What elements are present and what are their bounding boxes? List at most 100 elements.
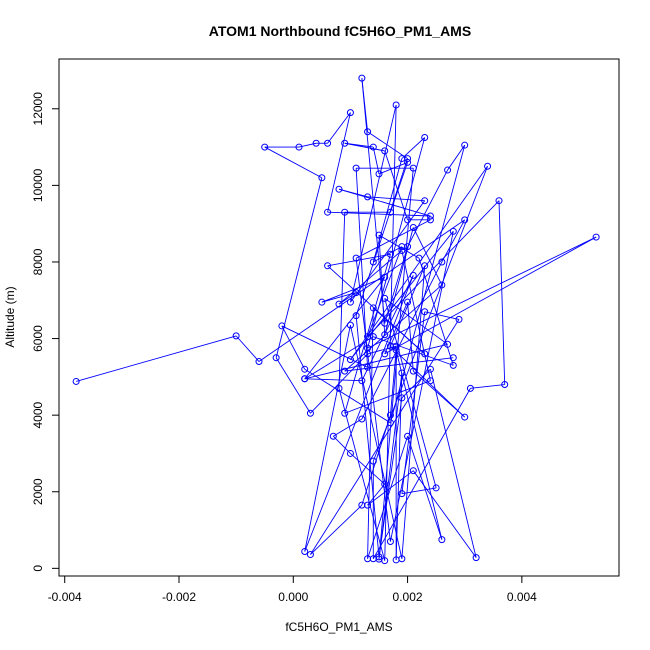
data-point bbox=[306, 409, 314, 417]
series-segment bbox=[350, 200, 426, 303]
series-segment bbox=[338, 388, 386, 561]
data-point bbox=[358, 377, 366, 385]
data-point bbox=[318, 298, 326, 306]
series-segment bbox=[327, 112, 351, 144]
data-point bbox=[369, 143, 377, 151]
series-segment bbox=[395, 373, 403, 560]
data-point bbox=[381, 294, 389, 302]
data-point bbox=[381, 319, 389, 327]
series-segment bbox=[412, 470, 477, 558]
data-point bbox=[592, 233, 600, 241]
data-point bbox=[404, 298, 412, 306]
series-segment bbox=[258, 219, 465, 362]
data-point bbox=[426, 216, 434, 224]
data-point bbox=[381, 480, 389, 488]
data-layer bbox=[72, 74, 600, 565]
series-segment bbox=[344, 284, 443, 372]
data-point bbox=[364, 555, 372, 563]
data-point bbox=[398, 155, 406, 163]
data-point bbox=[329, 432, 337, 440]
x-tick-label: 0.000 bbox=[278, 590, 308, 604]
series-segment bbox=[338, 250, 403, 305]
data-point bbox=[369, 304, 377, 312]
data-point bbox=[386, 538, 394, 546]
series-segment bbox=[304, 378, 362, 382]
data-point bbox=[72, 377, 80, 385]
series-segment bbox=[401, 250, 431, 381]
series-segment bbox=[384, 298, 437, 489]
data-point bbox=[352, 254, 360, 262]
data-point bbox=[312, 139, 320, 147]
data-point bbox=[392, 101, 400, 109]
data-point bbox=[461, 141, 469, 149]
series-segment bbox=[355, 315, 380, 557]
data-point bbox=[369, 258, 377, 266]
series-segment bbox=[344, 380, 431, 414]
y-tick-label: 0 bbox=[31, 565, 45, 572]
series-segment bbox=[367, 131, 408, 159]
data-point bbox=[346, 109, 354, 117]
data-point bbox=[341, 409, 349, 417]
series-segment bbox=[350, 453, 386, 485]
data-point bbox=[346, 321, 354, 329]
data-point bbox=[358, 501, 366, 509]
series-segment bbox=[384, 150, 408, 220]
y-tick-label: 4000 bbox=[31, 401, 45, 428]
series-segment bbox=[367, 436, 408, 559]
data-point bbox=[398, 394, 406, 402]
data-point bbox=[369, 333, 377, 341]
series-segment bbox=[304, 275, 414, 552]
series-segment bbox=[378, 235, 386, 335]
data-point bbox=[295, 143, 303, 151]
data-point bbox=[421, 134, 429, 142]
data-point bbox=[341, 208, 349, 216]
series-segment bbox=[304, 325, 351, 552]
data-point bbox=[421, 197, 429, 205]
data-point bbox=[398, 490, 406, 498]
series-segment bbox=[424, 311, 460, 320]
series-segment bbox=[332, 435, 351, 454]
series-segment bbox=[321, 276, 385, 303]
series-segment bbox=[407, 302, 414, 372]
data-point bbox=[232, 332, 240, 340]
series-segment bbox=[429, 369, 477, 558]
series-segment bbox=[498, 200, 506, 385]
series-segment bbox=[384, 236, 597, 355]
series-segment bbox=[407, 169, 448, 247]
series-segment bbox=[384, 227, 414, 335]
series-segment bbox=[390, 265, 426, 347]
data-point bbox=[386, 250, 394, 258]
series-segment bbox=[378, 161, 408, 175]
series-segment bbox=[304, 277, 386, 380]
x-tick-label: -0.004 bbox=[48, 590, 82, 604]
data-point bbox=[335, 384, 343, 392]
series-segment bbox=[275, 357, 311, 414]
series-segment bbox=[333, 418, 363, 437]
data-point bbox=[278, 322, 286, 330]
data-point bbox=[409, 164, 417, 172]
data-point bbox=[301, 365, 309, 373]
data-point bbox=[375, 231, 383, 239]
series-segment bbox=[344, 142, 385, 152]
series-segment bbox=[338, 188, 368, 198]
data-point bbox=[461, 216, 469, 224]
chart-title: ATOM1 Northbound fC5H6O_PM1_AMS bbox=[209, 23, 471, 39]
data-point bbox=[381, 557, 389, 565]
series-segment bbox=[372, 388, 471, 559]
data-point bbox=[381, 273, 389, 281]
series-segment bbox=[470, 384, 505, 389]
data-point bbox=[455, 315, 463, 323]
series-segment bbox=[373, 336, 454, 366]
series-segment bbox=[389, 231, 454, 542]
series-segment bbox=[361, 261, 443, 420]
y-tick-label: 2000 bbox=[31, 478, 45, 505]
data-point bbox=[404, 216, 412, 224]
data-point bbox=[261, 143, 269, 151]
series-segment bbox=[378, 372, 403, 560]
data-point bbox=[432, 484, 440, 492]
data-point bbox=[324, 208, 332, 216]
data-point bbox=[426, 212, 434, 220]
data-point bbox=[341, 367, 349, 375]
x-axis-label: fC5H6O_PM1_AMS bbox=[285, 620, 392, 634]
